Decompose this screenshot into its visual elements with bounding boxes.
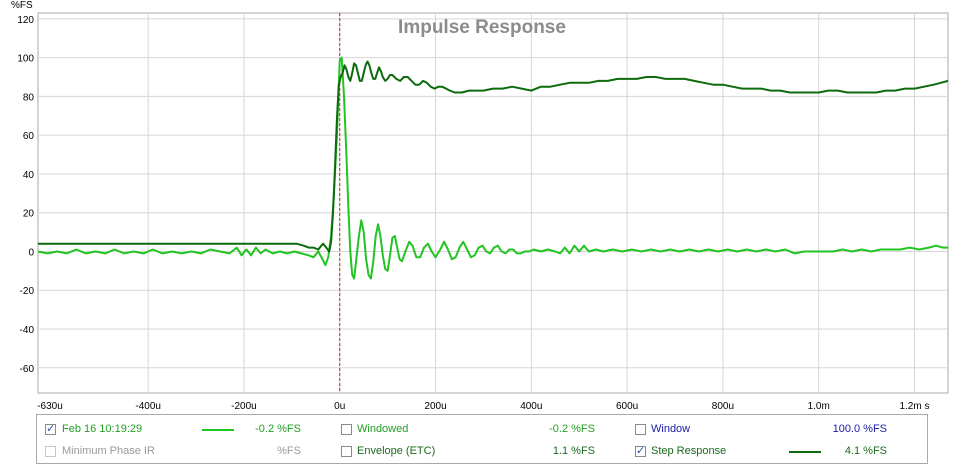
series-group[interactable] [37,56,949,280]
window-value: 100.0 %FS [832,423,887,435]
legend-panel: ✓ Feb 16 10:19:29 -0.2 %FS Windowed -0.2 %FS… [36,414,928,464]
windowed-value: -0.2 %FS [549,423,595,435]
step-response-line[interactable] [38,60,949,253]
step-response-value: 4.1 %FS [844,445,887,457]
feb-16-10-19-29-value: -0.2 %FS [255,423,301,435]
y-tick-label: 40 [23,170,35,181]
minimum-phase-ir-label: Minimum Phase IR [62,445,155,457]
y-tick-label: -60 [20,364,35,375]
grid-lines [38,13,948,393]
feb-16-10-19-29-checkbox[interactable]: ✓ [45,423,56,435]
axis-ticks: -630u -400u -200u 0u 200u 400u 600u 800u 1.0m 1.2… [17,15,929,412]
envelope-etc-value: 1.1 %FS [552,445,595,457]
x-tick-label: 200u [424,401,446,412]
window-checkbox[interactable] [635,424,646,435]
y-tick-label: 120 [17,15,34,26]
y-tick-label: -40 [20,325,35,336]
x-tick-label: 400u [520,401,542,412]
chart-title: Impulse Response [398,17,566,38]
windowed-checkbox[interactable] [341,424,352,435]
step-response-label[interactable]: Step Response [651,445,727,457]
step-response-checkbox[interactable]: ✓ [635,445,646,457]
y-unit-label: %FS [11,0,33,11]
x-tick-label: 1.2m s [899,401,929,412]
windowed-label[interactable]: Windowed [357,423,409,435]
y-tick-label: 0 [28,247,34,258]
impulse-response-chart: -630u -400u -200u 0u 200u 400u 600u 800u 1.0m 1.2… [11,0,949,412]
minimum-phase-ir-checkbox [45,446,56,457]
plot-background [37,12,949,394]
x-tick-label: 800u [712,401,734,412]
step-response-swatch [789,451,821,453]
x-tick-label: 0u [334,401,345,412]
impulse-response-line[interactable] [37,56,948,280]
x-tick-label: -630u [37,401,63,412]
envelope-etc-label[interactable]: Envelope (ETC) [357,445,436,457]
feb-16-10-19-29-swatch [202,429,234,431]
feb-16-10-19-29-label[interactable]: Feb 16 10:19:29 [62,423,143,435]
x-tick-label: -200u [231,401,257,412]
y-tick-label: 100 [17,54,34,65]
x-tick-label: -400u [135,401,161,412]
y-tick-label: -20 [20,286,35,297]
minimum-phase-ir-value: %FS [277,445,301,457]
y-tick-label: 80 [23,92,35,103]
envelope-etc-checkbox[interactable] [341,446,352,457]
checkmark-icon: ✓ [46,423,56,435]
y-tick-label: 60 [23,131,35,142]
x-tick-label: 1.0m [808,401,830,412]
checkmark-icon: ✓ [636,445,646,457]
window-label[interactable]: Window [651,423,691,435]
y-tick-label: 20 [23,209,35,220]
x-tick-label: 600u [616,401,638,412]
